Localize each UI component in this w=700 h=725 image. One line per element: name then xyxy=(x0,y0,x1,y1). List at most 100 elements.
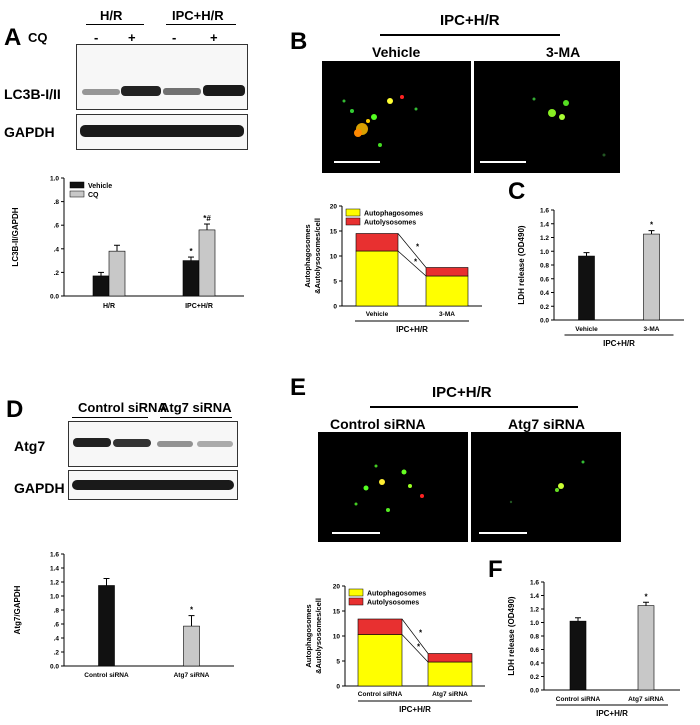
y-tick-label: 1.6 xyxy=(540,208,549,215)
legend-swatch xyxy=(348,588,364,597)
y-axis-label-line: Autophagosomes xyxy=(303,224,312,287)
legend-label: Autolysosomes xyxy=(364,220,416,227)
bar xyxy=(578,255,595,321)
x-axis-label: IPC+H/R xyxy=(399,705,431,714)
group-underline-hr xyxy=(86,24,144,25)
panel-b-header-line xyxy=(380,34,560,36)
legend-swatch xyxy=(348,597,364,606)
x-tick-label: H/R xyxy=(103,303,115,310)
significance-mark: *# xyxy=(203,214,211,223)
panel-e-header-line xyxy=(370,406,578,408)
significance-mark: * xyxy=(190,606,194,615)
image-label-control-sirna: Control siRNA xyxy=(330,416,426,432)
y-tick-label: 10 xyxy=(330,254,338,261)
legend-swatch xyxy=(69,190,85,198)
significance-mark: * xyxy=(644,592,648,601)
y-tick-label: 1.4 xyxy=(530,593,539,600)
group-underline-ipc-hr xyxy=(166,24,236,25)
y-axis-label-line: &Autolysosomes/cell xyxy=(314,598,323,674)
legend-label: Autophagosomes xyxy=(367,591,426,598)
legend-swatch xyxy=(345,217,361,226)
bar xyxy=(182,260,200,297)
y-tick-label: .4 xyxy=(54,636,60,643)
bar xyxy=(92,275,110,297)
y-tick-label: 1.0 xyxy=(50,594,59,601)
chart-f: 0.0 0.2 0.4 0.6 0.8 1.0 1.2 1.4 1.6 LDH release (… xyxy=(507,580,680,718)
group-label-hr: H/R xyxy=(100,8,123,23)
group-label-atg7-sirna: Atg7 siRNA xyxy=(160,400,232,415)
y-axis-label-line: Autophagosomes xyxy=(304,604,313,667)
fluorescence-image-control-sirna xyxy=(318,432,468,542)
legend-label: Autolysosomes xyxy=(367,600,419,607)
y-tick-label: 1.2 xyxy=(540,235,549,242)
bar xyxy=(98,585,115,667)
legend-swatch xyxy=(69,181,85,189)
cq-sign: + xyxy=(128,30,136,45)
bar-segment xyxy=(355,250,399,307)
chart-b: 0 5 10 15 20 Autophagosomes&Autolysosomes/cel… xyxy=(303,204,482,334)
x-tick-label: Control siRNA xyxy=(84,672,129,679)
blot-label-gapdh: GAPDH xyxy=(4,124,55,140)
panel-label-e: E xyxy=(290,374,307,401)
cq-sign: - xyxy=(172,30,177,45)
western-blot-lc3b xyxy=(76,44,248,110)
y-tick-label: 1.4 xyxy=(50,566,59,573)
y-axis-label: LDH release (OD490) xyxy=(507,596,516,675)
y-tick-label: 1.2 xyxy=(50,580,59,587)
chart-d: 0.0 .2 .4 .6 .8 1.0 1.2 1.4 1.6 Atg7/GAPDH Control… xyxy=(13,552,234,679)
image-label-atg7-sirna: Atg7 siRNA xyxy=(508,416,586,432)
y-axis-label-line: &Autolysosomes/cell xyxy=(313,218,322,294)
significance-mark: * xyxy=(417,642,421,651)
bar-segment xyxy=(425,267,469,277)
x-tick-label: Control siRNA xyxy=(556,696,601,703)
significance-mark: * xyxy=(650,221,654,230)
y-tick-label: .2 xyxy=(54,270,60,277)
y-tick-label: 10 xyxy=(333,634,341,641)
significance-mark: * xyxy=(416,243,420,252)
group-underline-atg7 xyxy=(160,417,232,418)
connector-line xyxy=(401,634,429,663)
panel-label-b: B xyxy=(290,28,308,55)
y-tick-label: 0.4 xyxy=(530,661,539,668)
y-tick-label: 1.6 xyxy=(50,552,59,559)
image-label-3ma: 3-MA xyxy=(546,44,581,60)
panel-e-header: IPC+H/R xyxy=(432,384,492,401)
legend-label: CQ xyxy=(88,192,99,199)
y-axis-label: LDH release (OD490) xyxy=(517,225,526,304)
panel-label-f: F xyxy=(488,556,503,583)
bar-segment xyxy=(357,634,403,687)
legend-swatch xyxy=(345,208,361,217)
x-tick-label: Control siRNA xyxy=(358,691,403,698)
panel-label-a: A xyxy=(4,24,22,51)
y-tick-label: 5 xyxy=(333,279,337,286)
y-tick-label: 0.0 xyxy=(50,294,59,301)
x-tick-label: Atg7 siRNA xyxy=(174,672,210,679)
blot-label-lc3b: LC3B-I/II xyxy=(4,86,61,102)
chart-e: 0 5 10 15 20 Autophagosomes&Autolysosomes/cel… xyxy=(304,584,485,714)
y-tick-label: 0.6 xyxy=(530,647,539,654)
fluorescence-image-vehicle xyxy=(322,61,471,173)
legend-label: Vehicle xyxy=(88,183,112,190)
bar-segment xyxy=(357,618,403,635)
bar xyxy=(183,625,200,667)
x-tick-label: Vehicle xyxy=(366,311,389,318)
western-blot-atg7 xyxy=(68,421,238,467)
chart-c: 0.0 0.2 0.4 0.6 0.8 1.0 1.2 1.4 1.6 LDH release (… xyxy=(517,208,684,348)
y-tick-label: 20 xyxy=(330,204,338,211)
significance-mark: * xyxy=(419,628,423,637)
x-axis-label: IPC+H/R xyxy=(603,339,635,348)
image-label-vehicle: Vehicle xyxy=(372,44,421,60)
connector-line xyxy=(401,618,429,654)
y-tick-label: 1.4 xyxy=(540,221,549,228)
cq-row-label: CQ xyxy=(28,30,48,45)
panel-b-header: IPC+H/R xyxy=(440,12,500,29)
x-axis-label: IPC+H/R xyxy=(596,709,628,718)
y-tick-label: 1.2 xyxy=(530,607,539,614)
x-tick-label: Vehicle xyxy=(575,326,598,333)
fluorescence-image-atg7-sirna xyxy=(471,432,621,542)
y-tick-label: 1.0 xyxy=(540,249,549,256)
y-tick-label: 15 xyxy=(333,609,341,616)
y-tick-label: .2 xyxy=(54,650,60,657)
x-tick-label: Atg7 siRNA xyxy=(432,691,468,698)
connector-line xyxy=(397,233,427,268)
